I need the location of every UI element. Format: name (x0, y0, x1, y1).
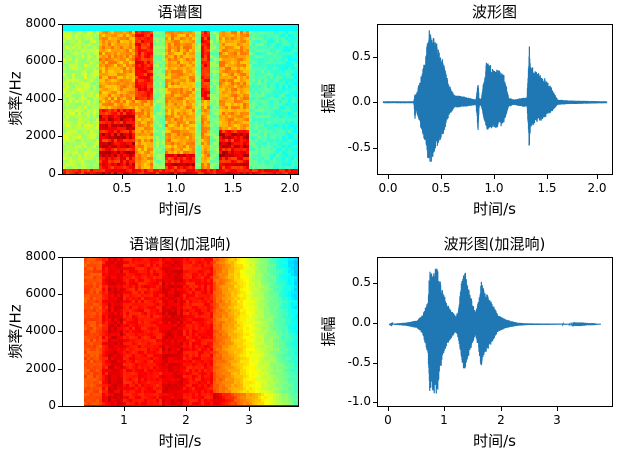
x-tick-label: 2 (497, 413, 505, 427)
waveform-reverb-title: 波形图(加混响) (443, 235, 546, 253)
x-tick-mark (388, 175, 389, 179)
y-tick-mark (58, 136, 62, 137)
x-tick-mark (494, 175, 495, 179)
spectrogram-reverb-axes (62, 257, 299, 407)
y-tick-label: -0.5 (347, 355, 371, 369)
x-tick-label: 1.5 (223, 181, 243, 195)
x-tick-mark (501, 407, 502, 411)
x-tick-mark (444, 407, 445, 411)
spectrogram-axes (62, 24, 299, 175)
x-tick-label: 1.5 (537, 181, 557, 195)
x-tick-label: 2 (182, 413, 190, 427)
y-tick-mark (373, 57, 377, 58)
x-tick-mark (249, 407, 250, 411)
x-tick-mark (233, 175, 234, 179)
x-tick-label: 1.0 (166, 181, 186, 195)
y-tick-label: 4000 (25, 323, 56, 337)
y-tick-label: 4000 (25, 91, 56, 105)
x-tick-mark (124, 407, 125, 411)
waveform-axes (377, 24, 613, 175)
spectrogram-title: 语谱图 (157, 3, 203, 21)
y-tick-label: 0.0 (351, 94, 371, 108)
y-tick-label: 0 (48, 166, 56, 180)
x-tick-mark (441, 175, 442, 179)
y-tick-mark (373, 323, 377, 324)
x-tick-label: 1 (120, 413, 128, 427)
y-tick-label: 6000 (25, 53, 56, 67)
waveform-line (389, 268, 601, 394)
x-tick-mark (388, 407, 389, 411)
spectrogram-reverb-image (84, 258, 298, 406)
spectrogram-image (63, 25, 298, 174)
spectrogram-reverb-title: 语谱图(加混响) (129, 235, 231, 253)
x-tick-label: 2.0 (587, 181, 607, 195)
waveform-plot (382, 30, 608, 162)
y-tick-label: -0.5 (347, 140, 371, 154)
spectrogram-reverb-xlabel: 时间/s (158, 432, 202, 450)
waveform-reverb-axes (377, 257, 613, 407)
spectrogram-xlabel: 时间/s (158, 200, 202, 218)
y-tick-label: 6000 (25, 286, 56, 300)
x-tick-label: 0.5 (112, 181, 132, 195)
y-tick-label: 8000 (25, 249, 56, 263)
x-tick-label: 3 (553, 413, 561, 427)
y-tick-label: 0.5 (351, 275, 371, 289)
y-tick-mark (373, 402, 377, 403)
x-tick-label: 2.0 (280, 181, 300, 195)
waveform-xlabel: 时间/s (473, 200, 516, 218)
waveform-reverb-plot (389, 268, 601, 394)
waveform-reverb-xlabel: 时间/s (473, 432, 516, 450)
y-tick-label: 0.5 (351, 49, 371, 63)
x-tick-mark (176, 175, 177, 179)
y-tick-label: 2000 (25, 128, 56, 142)
y-tick-mark (58, 331, 62, 332)
y-tick-mark (373, 283, 377, 284)
y-tick-mark (58, 257, 62, 258)
y-tick-mark (58, 24, 62, 25)
x-tick-label: 0.5 (431, 181, 451, 195)
x-tick-mark (557, 407, 558, 411)
y-tick-mark (58, 294, 62, 295)
y-tick-label: 0.0 (351, 315, 371, 329)
y-tick-label: 2000 (25, 361, 56, 375)
x-tick-label: 3 (245, 413, 253, 427)
y-tick-label: 8000 (25, 16, 56, 30)
waveform-reverb-ylabel: 振幅 (319, 316, 338, 347)
y-tick-mark (58, 406, 62, 407)
x-tick-mark (186, 407, 187, 411)
y-tick-mark (58, 99, 62, 100)
y-tick-mark (373, 148, 377, 149)
y-tick-mark (373, 363, 377, 364)
y-tick-mark (58, 61, 62, 62)
x-tick-label: 1 (440, 413, 448, 427)
x-tick-label: 0.0 (378, 181, 398, 195)
x-tick-label: 1.0 (484, 181, 504, 195)
y-tick-mark (58, 174, 62, 175)
y-tick-label: -1.0 (347, 394, 371, 408)
x-tick-mark (597, 175, 598, 179)
y-tick-mark (373, 102, 377, 103)
x-tick-mark (290, 175, 291, 179)
waveform-title: 波形图 (471, 3, 517, 21)
x-tick-mark (547, 175, 548, 179)
x-tick-mark (122, 175, 123, 179)
waveform-line (382, 30, 608, 162)
y-tick-mark (58, 369, 62, 370)
x-tick-label: 0 (384, 413, 392, 427)
y-tick-label: 0 (48, 398, 56, 412)
